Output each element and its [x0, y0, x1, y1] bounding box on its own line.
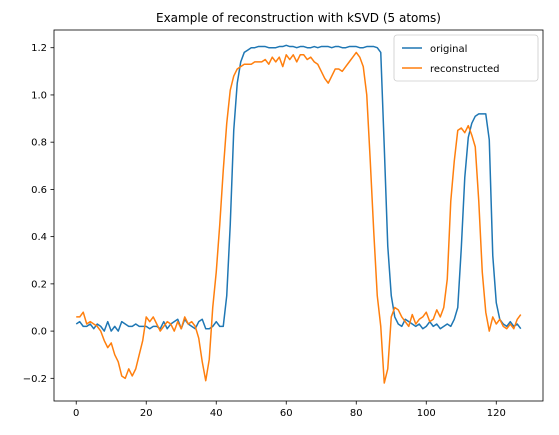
x-tick-label: 60	[280, 408, 293, 419]
series-line-reconstructed	[76, 51, 522, 384]
y-tick-label: 0.6	[31, 185, 47, 196]
legend: original reconstructed	[393, 34, 539, 82]
legend-label-original: original	[430, 44, 467, 55]
chart-title: Example of reconstruction with kSVD (5 a…	[156, 11, 441, 25]
y-tick-label: 0.4	[31, 232, 47, 243]
x-tick-label: 120	[487, 408, 506, 419]
legend-box	[393, 34, 539, 82]
series-line-original	[75, 44, 522, 332]
axes-frame	[53, 29, 544, 402]
y-tick-label: 0.8	[31, 138, 47, 149]
x-tick-label: 20	[140, 408, 153, 419]
x-tick-label: 0	[73, 408, 79, 419]
x-tick-label: 100	[417, 408, 436, 419]
y-tick-label: 1.2	[31, 43, 47, 54]
x-tick-label: 40	[210, 408, 223, 419]
y-tick-label: 1.0	[31, 90, 47, 101]
y-tick-label: −0.2	[23, 374, 47, 385]
y-tick-label: 0.0	[31, 327, 47, 338]
y-tick-label: 0.2	[31, 279, 47, 290]
axes: 0 20 40 60 80 100 120 −0.2 0.0 0.2 0.4 0.6 0.8 1.0 1.2	[23, 29, 544, 419]
x-tick-label: 80	[350, 408, 363, 419]
legend-label-reconstructed: reconstructed	[430, 64, 500, 75]
plot-area	[75, 44, 522, 384]
